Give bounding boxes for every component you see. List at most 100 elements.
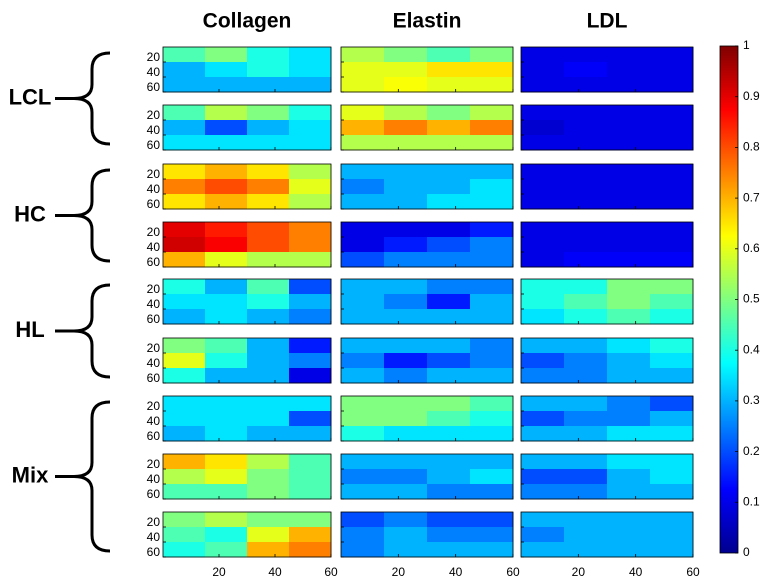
heatmap-cell <box>384 62 428 78</box>
heatmap-cell <box>205 396 248 412</box>
heatmap-cell <box>341 484 385 500</box>
heatmap-cell <box>163 542 206 558</box>
heatmap-cell <box>289 222 332 238</box>
heatmap-cell <box>163 279 206 295</box>
heatmap-cell <box>289 338 332 354</box>
heatmap-cell <box>289 542 332 558</box>
heatmap-cell <box>470 454 514 470</box>
heatmap-cell <box>650 62 694 78</box>
heatmap-cell <box>470 194 514 210</box>
column-title: Elastin <box>393 10 462 33</box>
heatmap-cell <box>289 353 332 369</box>
heatmap-cell <box>384 309 428 325</box>
x-tick-label: 60 <box>686 565 700 579</box>
heatmap-cell <box>564 469 608 485</box>
heatmap-cell <box>470 309 514 325</box>
y-tick-label: 40 <box>147 123 161 137</box>
heatmap-cell <box>650 47 694 63</box>
group-label: HC <box>14 201 46 226</box>
heatmap-cell <box>247 105 290 121</box>
heatmap-cell <box>163 512 206 528</box>
heatmap-cell <box>470 135 514 151</box>
heatmap-cell <box>564 279 608 295</box>
heatmap-cell <box>470 469 514 485</box>
heatmap-cell <box>384 353 428 369</box>
heatmap-cell <box>341 135 385 151</box>
heatmap-cell <box>521 252 565 268</box>
heatmap-cell <box>341 396 385 412</box>
heatmap-cell <box>521 279 565 295</box>
brace <box>55 51 111 146</box>
heatmap-cell <box>650 338 694 354</box>
heatmap-cell <box>163 164 206 180</box>
heatmap-cell <box>427 484 471 500</box>
panel-frame <box>520 337 694 384</box>
heatmap-cell <box>289 252 332 268</box>
heatmap-cell <box>341 294 385 310</box>
heatmap-cell <box>247 469 290 485</box>
heatmap-cell <box>521 411 565 427</box>
heatmap-cell <box>470 179 514 195</box>
heatmap-cell <box>607 527 651 543</box>
heatmap-cell <box>163 294 206 310</box>
heatmap-cell <box>163 237 206 253</box>
heatmap-cell <box>205 411 248 427</box>
heatmap-cell <box>521 120 565 136</box>
heatmap-cell <box>650 237 694 253</box>
heatmap-cell <box>205 62 248 78</box>
heatmap-cell <box>470 77 514 93</box>
heatmap-cell <box>427 542 471 558</box>
column-title: Collagen <box>203 10 292 33</box>
heatmap-cell <box>341 164 385 180</box>
heatmap-cell <box>521 77 565 93</box>
heatmap-cell <box>470 527 514 543</box>
heatmap-cell <box>427 77 471 93</box>
heatmap-cell <box>564 542 608 558</box>
heatmap-cell <box>427 62 471 78</box>
heatmap-cell <box>564 527 608 543</box>
heatmap-cell <box>341 237 385 253</box>
group-label: Mix <box>12 462 49 487</box>
heatmap-cell <box>341 512 385 528</box>
heatmap-cell <box>470 542 514 558</box>
heatmap-cell <box>384 47 428 63</box>
panel-frame <box>162 453 332 500</box>
heatmap-cell <box>521 396 565 412</box>
heatmap-cell <box>163 77 206 93</box>
heatmap-cell <box>427 426 471 442</box>
colorbar-tick-label: 0.5 <box>743 292 760 306</box>
heatmap-cell <box>341 120 385 136</box>
heatmap-cell <box>427 135 471 151</box>
heatmap-cell <box>341 426 385 442</box>
heatmap-cell <box>341 77 385 93</box>
heatmap-cell <box>247 353 290 369</box>
y-tick-label: 60 <box>147 487 161 501</box>
heatmap-cell <box>650 426 694 442</box>
heatmap-cell <box>289 527 332 543</box>
heatmap-cell <box>247 542 290 558</box>
heatmap-cell <box>205 120 248 136</box>
heatmap-cell <box>247 179 290 195</box>
heatmap-cell <box>650 512 694 528</box>
heatmap-cell <box>470 47 514 63</box>
group-label: LCL <box>9 84 52 109</box>
y-tick-label: 60 <box>147 312 161 326</box>
panel-frame <box>520 511 694 558</box>
heatmap-cell <box>205 194 248 210</box>
heatmap-cell <box>341 309 385 325</box>
heatmap-cell <box>205 426 248 442</box>
brace <box>55 168 111 263</box>
heatmap-cell <box>247 368 290 384</box>
heatmap-cell <box>564 294 608 310</box>
panel-frame <box>340 511 514 558</box>
heatmap-cell <box>384 454 428 470</box>
heatmap-cell <box>470 105 514 121</box>
heatmap-cell <box>470 279 514 295</box>
heatmap-cell <box>384 469 428 485</box>
y-tick-label: 20 <box>147 50 161 64</box>
heatmap-cell <box>205 279 248 295</box>
heatmap-cell <box>163 396 206 412</box>
panel-frame <box>520 453 694 500</box>
heatmap-cell <box>384 179 428 195</box>
